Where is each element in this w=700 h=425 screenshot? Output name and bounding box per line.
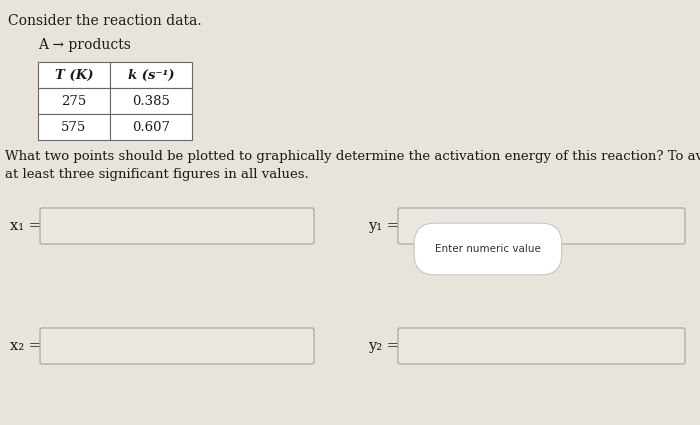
FancyBboxPatch shape <box>110 114 192 140</box>
Text: Enter numeric value: Enter numeric value <box>435 244 541 254</box>
FancyBboxPatch shape <box>398 328 685 364</box>
Text: x₁ =: x₁ = <box>10 219 41 233</box>
Text: 275: 275 <box>62 94 87 108</box>
Text: y₂ =: y₂ = <box>368 339 399 353</box>
Text: y₁ =: y₁ = <box>368 219 399 233</box>
FancyBboxPatch shape <box>110 62 192 88</box>
Text: T (K): T (K) <box>55 68 93 82</box>
Text: k (s⁻¹): k (s⁻¹) <box>127 68 174 82</box>
Text: 0.607: 0.607 <box>132 121 170 133</box>
FancyBboxPatch shape <box>398 208 685 244</box>
Text: What two points should be plotted to graphically determine the activation energy: What two points should be plotted to gra… <box>5 150 700 163</box>
Text: Consider the reaction data.: Consider the reaction data. <box>8 14 202 28</box>
FancyBboxPatch shape <box>110 88 192 114</box>
Text: 575: 575 <box>62 121 87 133</box>
FancyBboxPatch shape <box>38 88 110 114</box>
Text: 0.385: 0.385 <box>132 94 170 108</box>
FancyBboxPatch shape <box>38 114 110 140</box>
Text: x₂ =: x₂ = <box>10 339 41 353</box>
Text: A → products: A → products <box>38 38 131 52</box>
Text: at least three significant figures in all values.: at least three significant figures in al… <box>5 168 309 181</box>
FancyBboxPatch shape <box>40 208 314 244</box>
FancyBboxPatch shape <box>38 62 110 88</box>
FancyBboxPatch shape <box>40 328 314 364</box>
